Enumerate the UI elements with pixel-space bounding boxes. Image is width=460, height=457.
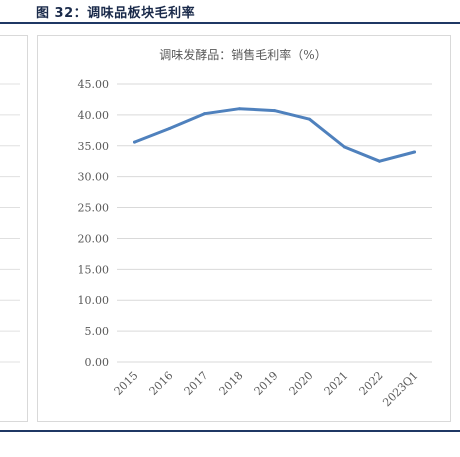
- adjacent-chart-gridlines: [0, 83, 20, 363]
- data-point: [168, 126, 171, 130]
- footer-rule: [0, 430, 460, 432]
- header-rule: [0, 22, 460, 24]
- y-tick-label: 0.00: [85, 356, 110, 369]
- y-tick-label: 5.00: [85, 325, 110, 338]
- chart-title: 调味发酵品：销售毛利率（%）: [159, 47, 326, 62]
- series-line: [133, 107, 416, 163]
- data-point: [238, 107, 241, 111]
- y-tick-label: 45.00: [78, 78, 110, 91]
- x-tick-label: 2015: [112, 369, 141, 398]
- y-tick-label: 35.00: [78, 140, 110, 153]
- y-tick-label: 40.00: [78, 109, 110, 122]
- data-point: [273, 109, 276, 113]
- x-tick-label: 2016: [147, 369, 176, 398]
- gridlines: [117, 83, 432, 363]
- y-tick-label: 10.00: [78, 294, 110, 307]
- figure-caption: 图 32：调味品板块毛利率: [36, 6, 196, 21]
- x-tick-label: 2022: [357, 369, 386, 398]
- x-tick-label: 2017: [182, 369, 211, 398]
- series-group: [133, 107, 416, 163]
- data-point: [378, 159, 381, 163]
- data-point: [203, 112, 206, 116]
- x-tick-label: 2019: [252, 369, 281, 398]
- y-axis-ticks: 0.00 5.00 10.00 15.00 20.00 25.00 30.00 35.00 40…: [78, 78, 110, 369]
- x-tick-label: 2018: [217, 369, 246, 398]
- x-tick-label: 2023Q1: [380, 369, 420, 409]
- data-point: [133, 140, 136, 144]
- y-tick-label: 20.00: [78, 232, 110, 245]
- x-tick-label: 2020: [287, 369, 316, 398]
- adjacent-chart-panel: [0, 35, 28, 422]
- data-point: [308, 117, 311, 121]
- y-tick-label: 15.00: [78, 263, 110, 276]
- data-point: [343, 145, 346, 149]
- chart-panel: [37, 35, 451, 422]
- y-tick-label: 25.00: [78, 202, 110, 215]
- y-tick-label: 30.00: [78, 171, 110, 184]
- data-point: [413, 150, 416, 154]
- x-tick-label: 2021: [322, 369, 351, 398]
